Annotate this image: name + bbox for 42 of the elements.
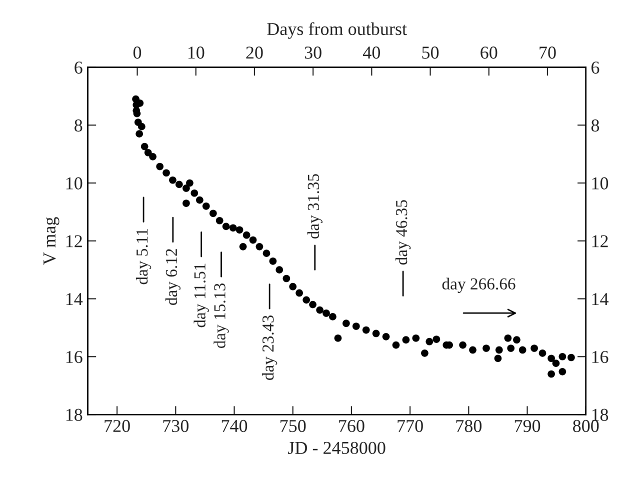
annotation: day 11.51 xyxy=(194,264,209,328)
x-tick-label: 760 xyxy=(339,420,364,432)
annotation: day 5.11 xyxy=(136,229,152,284)
x-tick-label: 750 xyxy=(280,420,306,432)
x-tick-label: 730 xyxy=(163,420,189,432)
y2-tick-label: 10 xyxy=(592,177,608,190)
y-tick-label: 16 xyxy=(66,350,82,364)
x2-tick-label: 10 xyxy=(188,46,204,59)
x2-axis-title: Days from outburst xyxy=(267,22,407,39)
x2-tick-label: 0 xyxy=(133,46,142,59)
x-axis-title: JD - 2458000 xyxy=(288,442,386,454)
x-tick-label: 770 xyxy=(398,420,423,432)
annotation: day 23.43 xyxy=(262,316,278,380)
x2-tick-label: 20 xyxy=(246,46,263,59)
x-tick-label: 780 xyxy=(456,420,482,432)
annotation: day 6.12 xyxy=(165,249,181,305)
annotation: day 46.35 xyxy=(395,200,411,265)
annotation: day 31.35 xyxy=(307,174,322,239)
y2-tick-label: 16 xyxy=(592,350,608,364)
y-tick-label: 14 xyxy=(66,293,83,306)
x2-tick-label: 70 xyxy=(540,46,556,59)
x2-tick-label: 60 xyxy=(480,46,498,59)
x2-tick-label: 50 xyxy=(422,46,439,59)
y2-tick-label: 12 xyxy=(592,235,608,248)
x-tick-label: 740 xyxy=(222,420,248,432)
y-tick-label: 10 xyxy=(66,177,82,190)
y-tick-label: 18 xyxy=(66,408,82,421)
x-tick-label: 790 xyxy=(514,420,540,432)
y2-tick-label: 18 xyxy=(592,408,608,421)
y2-tick-label: 6 xyxy=(592,62,600,74)
x-tick-label: 720 xyxy=(104,420,130,432)
y-tick-label: 12 xyxy=(66,235,82,248)
annotation: day 266.66 xyxy=(442,278,516,293)
y-tick-label: 6 xyxy=(74,62,82,74)
y-tick-label: 8 xyxy=(74,119,82,132)
x2-tick-label: 30 xyxy=(304,46,322,59)
x-tick-label: 800 xyxy=(573,420,599,432)
y-axis-title: V mag xyxy=(44,217,60,265)
y2-tick-label: 14 xyxy=(592,293,608,306)
x2-tick-label: 40 xyxy=(363,46,380,59)
annotation: day 15.13 xyxy=(214,284,229,348)
y2-tick-label: 8 xyxy=(591,119,600,132)
